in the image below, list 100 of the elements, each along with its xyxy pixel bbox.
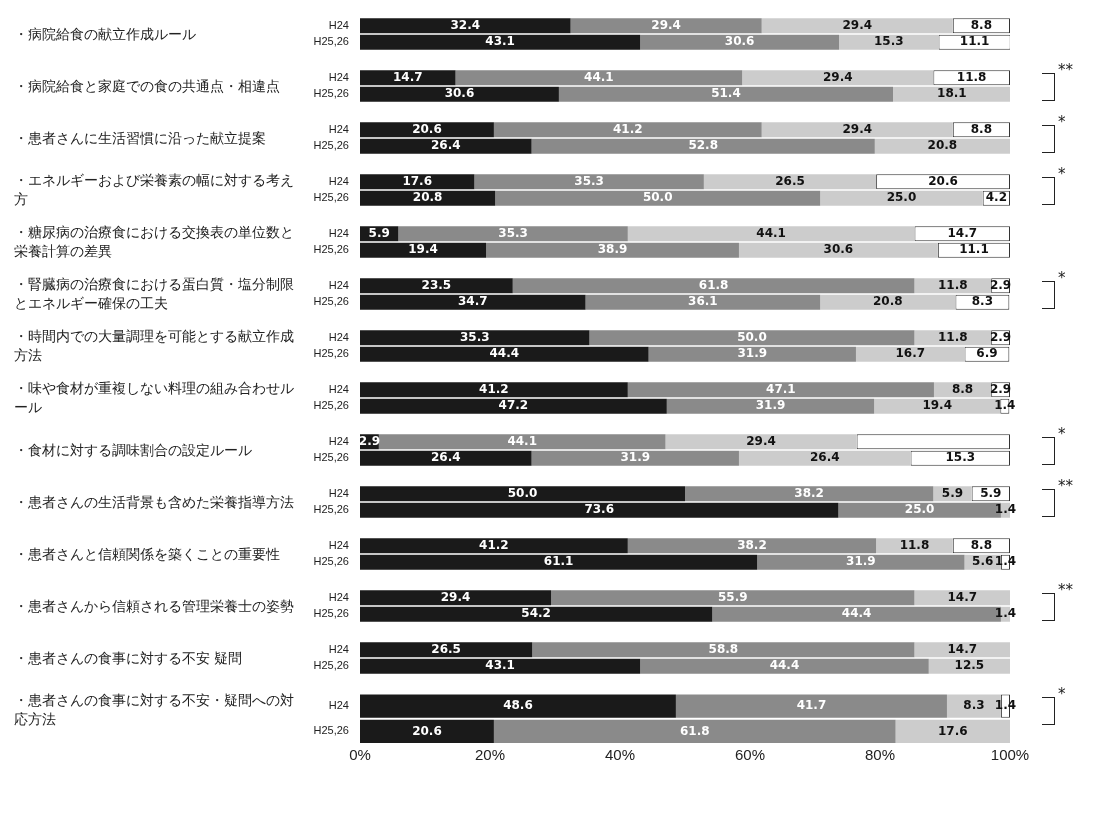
y-axis-title: ・患者さんの生活背景も含めた栄養指導方法 <box>13 492 295 512</box>
y-axis-title: ・味や食材が重複しない料理の組み合わせルール <box>13 379 295 417</box>
data-label: 15.3 <box>873 34 904 49</box>
data-label: 32.4 <box>450 17 481 32</box>
data-label: 11.1 <box>959 34 990 49</box>
text: ** <box>1058 581 1073 599</box>
y-tick-label: H25,26 <box>313 555 349 568</box>
y-tick-label: H25,26 <box>313 659 349 672</box>
data-label: 73.6 <box>584 502 614 517</box>
data-label: 35.3 <box>459 329 490 344</box>
data-label: 55.9 <box>717 589 748 604</box>
data-label: 20.8 <box>873 294 903 309</box>
y-axis-title: ・腎臓病の治療食における蛋白質・塩分制限とエネルギー確保の工夫 <box>13 275 295 313</box>
data-label: 11.8 <box>956 69 987 84</box>
y-axis-title: ・病院給食の献立作成ルール <box>13 24 197 44</box>
data-label: 8.8 <box>970 17 993 32</box>
data-label: 5.9 <box>941 485 964 500</box>
data-label: 54.2 <box>521 606 551 621</box>
data-label: 35.3 <box>498 225 528 240</box>
data-label: 26.4 <box>809 450 840 465</box>
data-label: 8.3 <box>963 698 985 713</box>
y-axis-title: ・患者さんと信頼関係を築くことの重要性 <box>13 544 281 564</box>
data-label: 14.7 <box>947 641 978 656</box>
y-tick-label: H25,26 <box>313 399 349 412</box>
data-label: 8.3 <box>971 294 994 309</box>
y-tick-label: H24 <box>328 538 349 551</box>
x-tick-label: 100% <box>990 746 1030 764</box>
data-label: 31.9 <box>755 398 786 413</box>
data-label: 17.6 <box>402 173 432 188</box>
y-tick-label: H24 <box>328 122 349 135</box>
text: * <box>1058 113 1066 131</box>
data-label: 47.2 <box>498 398 529 413</box>
y-axis-title: ・病院給食と家庭での食の共通点・相違点 <box>13 76 281 96</box>
data-label: 51.4 <box>711 86 741 101</box>
data-label: 30.6 <box>724 34 755 49</box>
data-label: 8.8 <box>970 121 993 136</box>
data-label: 6.9 <box>976 346 998 361</box>
data-label: 11.1 <box>959 242 989 257</box>
data-label: 61.1 <box>543 554 574 569</box>
y-tick-label: H25,26 <box>313 87 349 100</box>
x-tick-label: 40% <box>604 746 636 764</box>
data-label: 18.1 <box>937 86 967 101</box>
y-tick-label: H24 <box>328 699 349 712</box>
y-tick-label: H24 <box>328 226 349 239</box>
data-label: 14.7 <box>947 589 978 604</box>
y-tick-label: H24 <box>328 174 349 187</box>
data-label: 36.1 <box>688 294 718 309</box>
data-label: 5.6 <box>972 554 994 569</box>
y-tick-label: H24 <box>328 590 349 603</box>
x-tick-label: 80% <box>864 746 896 764</box>
data-label: 20.6 <box>928 173 958 188</box>
y-axis-title: ・患者さんの食事に対する不安 疑問 <box>13 648 244 668</box>
data-label: 20.6 <box>412 121 442 136</box>
data-label: 29.4 <box>822 69 853 84</box>
y-tick-label: H24 <box>328 642 349 655</box>
data-label: 26.5 <box>775 173 805 188</box>
y-tick-label: H25,26 <box>313 191 349 204</box>
y-tick-label: H24 <box>328 486 349 499</box>
data-label: 47.1 <box>766 381 796 396</box>
data-label: 8.8 <box>970 537 993 552</box>
y-tick-label: H24 <box>328 278 349 291</box>
data-label: 43.1 <box>485 34 515 49</box>
y-tick-label: H24 <box>328 330 349 343</box>
y-tick-label: H25,26 <box>313 139 349 152</box>
data-label: 48.6 <box>503 698 533 713</box>
data-label: 38.9 <box>597 242 628 257</box>
data-label: 43.1 <box>485 658 515 673</box>
y-axis-title: ・糖尿病の治療食における交換表の単位数と栄養計算の差異 <box>13 223 295 261</box>
data-label: 11.8 <box>938 277 968 292</box>
data-label: 31.9 <box>846 554 876 569</box>
data-label: 20.8 <box>412 190 443 205</box>
text: ** <box>1058 61 1073 79</box>
y-axis-title: ・患者さんに生活習慣に沿った献立提案 <box>13 128 267 148</box>
y-tick-label: H25,26 <box>313 347 349 360</box>
y-tick-label: H25,26 <box>313 724 349 737</box>
y-tick-label: H25,26 <box>313 35 349 48</box>
data-label: 12.5 <box>954 658 985 673</box>
data-label: 25.0 <box>886 190 917 205</box>
y-axis-title: ・食材に対する調味割合の設定ルール <box>13 440 253 460</box>
data-label: 61.8 <box>698 277 729 292</box>
data-label: 25.0 <box>904 502 935 517</box>
y-axis-title: ・患者さんから信頼される管理栄養士の姿勢 <box>13 596 295 616</box>
x-tick-label: 0% <box>349 746 371 764</box>
data-label: 5.9 <box>368 225 390 240</box>
data-label: 44.4 <box>841 606 872 621</box>
data-label: 2.9 <box>358 433 381 448</box>
y-tick-label: H25,26 <box>313 503 349 516</box>
data-label: 44.4 <box>489 346 520 361</box>
data-label: 35.3 <box>574 173 604 188</box>
data-label: 1.4 <box>994 606 1017 621</box>
data-label: 50.0 <box>507 485 538 500</box>
data-label: 26.5 <box>431 641 461 656</box>
data-label: 44.1 <box>756 225 786 240</box>
y-tick-label: H25,26 <box>313 243 349 256</box>
y-tick-label: H24 <box>328 18 349 31</box>
data-label: 34.7 <box>457 294 488 309</box>
data-label: 4.2 <box>985 190 1007 205</box>
data-label: 44.1 <box>584 69 614 84</box>
data-label: 1.4 <box>994 398 1016 413</box>
y-axis-title: ・患者さんの食事に対する不安・疑問への対応方法 <box>13 691 295 729</box>
